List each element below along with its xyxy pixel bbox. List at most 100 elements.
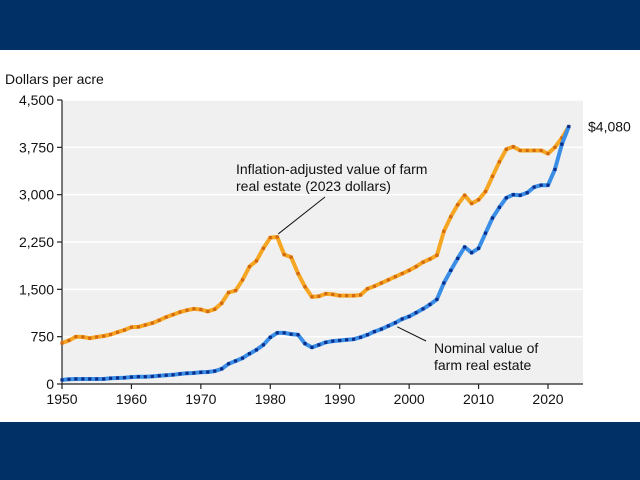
- x-tick-label: 1980: [255, 391, 286, 407]
- data-point: [102, 334, 106, 338]
- annotation-line: farm real estate: [434, 357, 531, 373]
- data-point: [476, 198, 481, 202]
- data-point: [275, 235, 279, 239]
- data-point: [504, 147, 508, 151]
- annotation-line: Nominal value of: [434, 340, 538, 356]
- data-point: [109, 332, 113, 337]
- data-point: [358, 335, 363, 339]
- data-point: [60, 378, 64, 382]
- data-point: [338, 294, 342, 298]
- data-point: [379, 281, 383, 285]
- data-point: [386, 278, 390, 282]
- data-point: [178, 372, 182, 376]
- annotation-line: Inflation-adjusted value of farm: [236, 161, 427, 177]
- data-point: [74, 335, 78, 339]
- data-point: [324, 340, 328, 344]
- data-point: [539, 148, 543, 153]
- data-point: [442, 281, 446, 285]
- data-point: [518, 148, 522, 153]
- data-point: [421, 260, 425, 264]
- data-point: [143, 323, 147, 327]
- data-point: [386, 324, 390, 328]
- gridlines: [62, 99, 583, 338]
- data-point: [171, 373, 175, 377]
- data-point: [546, 152, 550, 156]
- data-point: [240, 356, 245, 360]
- data-point: [227, 290, 231, 295]
- header-band: [0, 0, 640, 50]
- data-point: [157, 318, 161, 322]
- data-point: [456, 203, 460, 207]
- data-point: [331, 292, 335, 296]
- data-point: [95, 377, 99, 381]
- data-point: [310, 345, 314, 349]
- x-tick-label: 2000: [394, 391, 425, 407]
- data-point: [449, 268, 453, 272]
- data-point: [185, 308, 189, 312]
- data-point: [442, 229, 446, 233]
- data-point: [220, 301, 224, 305]
- data-point: [504, 196, 508, 200]
- data-point: [567, 124, 571, 129]
- y-tick-label: 3,750: [19, 139, 54, 155]
- data-point: [254, 259, 258, 263]
- data-point: [470, 201, 474, 206]
- y-tick-label: 3,000: [19, 187, 54, 203]
- data-point: [372, 330, 377, 334]
- data-point: [67, 338, 71, 343]
- data-point: [400, 317, 404, 321]
- annotation-nominal: Nominal value of farm real estate: [434, 340, 538, 373]
- data-point: [247, 265, 252, 269]
- x-tick-label: 2020: [532, 391, 563, 407]
- y-tick-label: 750: [31, 329, 55, 345]
- data-point: [483, 231, 488, 235]
- data-point: [157, 374, 161, 378]
- data-point: [525, 148, 529, 153]
- data-point: [414, 265, 418, 269]
- annotation-leader: [277, 196, 326, 235]
- annotation-leader: [397, 326, 427, 342]
- data-point: [164, 373, 168, 377]
- data-point: [539, 183, 543, 187]
- data-point: [532, 185, 536, 189]
- data-point: [60, 341, 64, 345]
- data-point: [400, 271, 404, 276]
- x-tick-label: 1950: [46, 391, 77, 407]
- data-point: [407, 314, 411, 319]
- data-point: [206, 370, 210, 374]
- data-point: [122, 376, 127, 380]
- data-point: [560, 142, 564, 146]
- x-tick-label: 1960: [116, 391, 147, 407]
- data-point: [497, 205, 501, 209]
- data-point: [150, 321, 154, 325]
- data-point: [421, 307, 425, 311]
- data-point: [296, 271, 300, 276]
- footer-band: [0, 422, 640, 480]
- data-point: [192, 371, 196, 375]
- data-point: [428, 257, 432, 261]
- data-point: [233, 288, 238, 293]
- y-tick-label: 0: [46, 376, 54, 392]
- data-point: [303, 285, 307, 289]
- data-point: [109, 376, 113, 380]
- data-point: [88, 336, 92, 340]
- annotations: Inflation-adjusted value of farm real est…: [236, 119, 631, 373]
- series-group: [60, 124, 571, 382]
- data-point: [456, 256, 460, 261]
- data-point: [560, 136, 564, 140]
- data-point: [150, 374, 154, 379]
- data-point: [525, 191, 529, 195]
- data-point: [358, 293, 363, 297]
- data-point: [331, 339, 335, 343]
- data-point: [497, 160, 501, 164]
- annotation-inflation-adjusted: Inflation-adjusted value of farm real est…: [236, 161, 427, 194]
- data-point: [74, 377, 78, 381]
- data-point: [379, 327, 383, 331]
- data-point: [546, 183, 550, 187]
- data-point: [282, 331, 286, 335]
- data-point: [268, 335, 272, 339]
- data-point: [310, 295, 314, 299]
- data-point: [261, 246, 265, 250]
- data-point: [490, 174, 495, 178]
- y-tick-label: 2,250: [19, 234, 54, 250]
